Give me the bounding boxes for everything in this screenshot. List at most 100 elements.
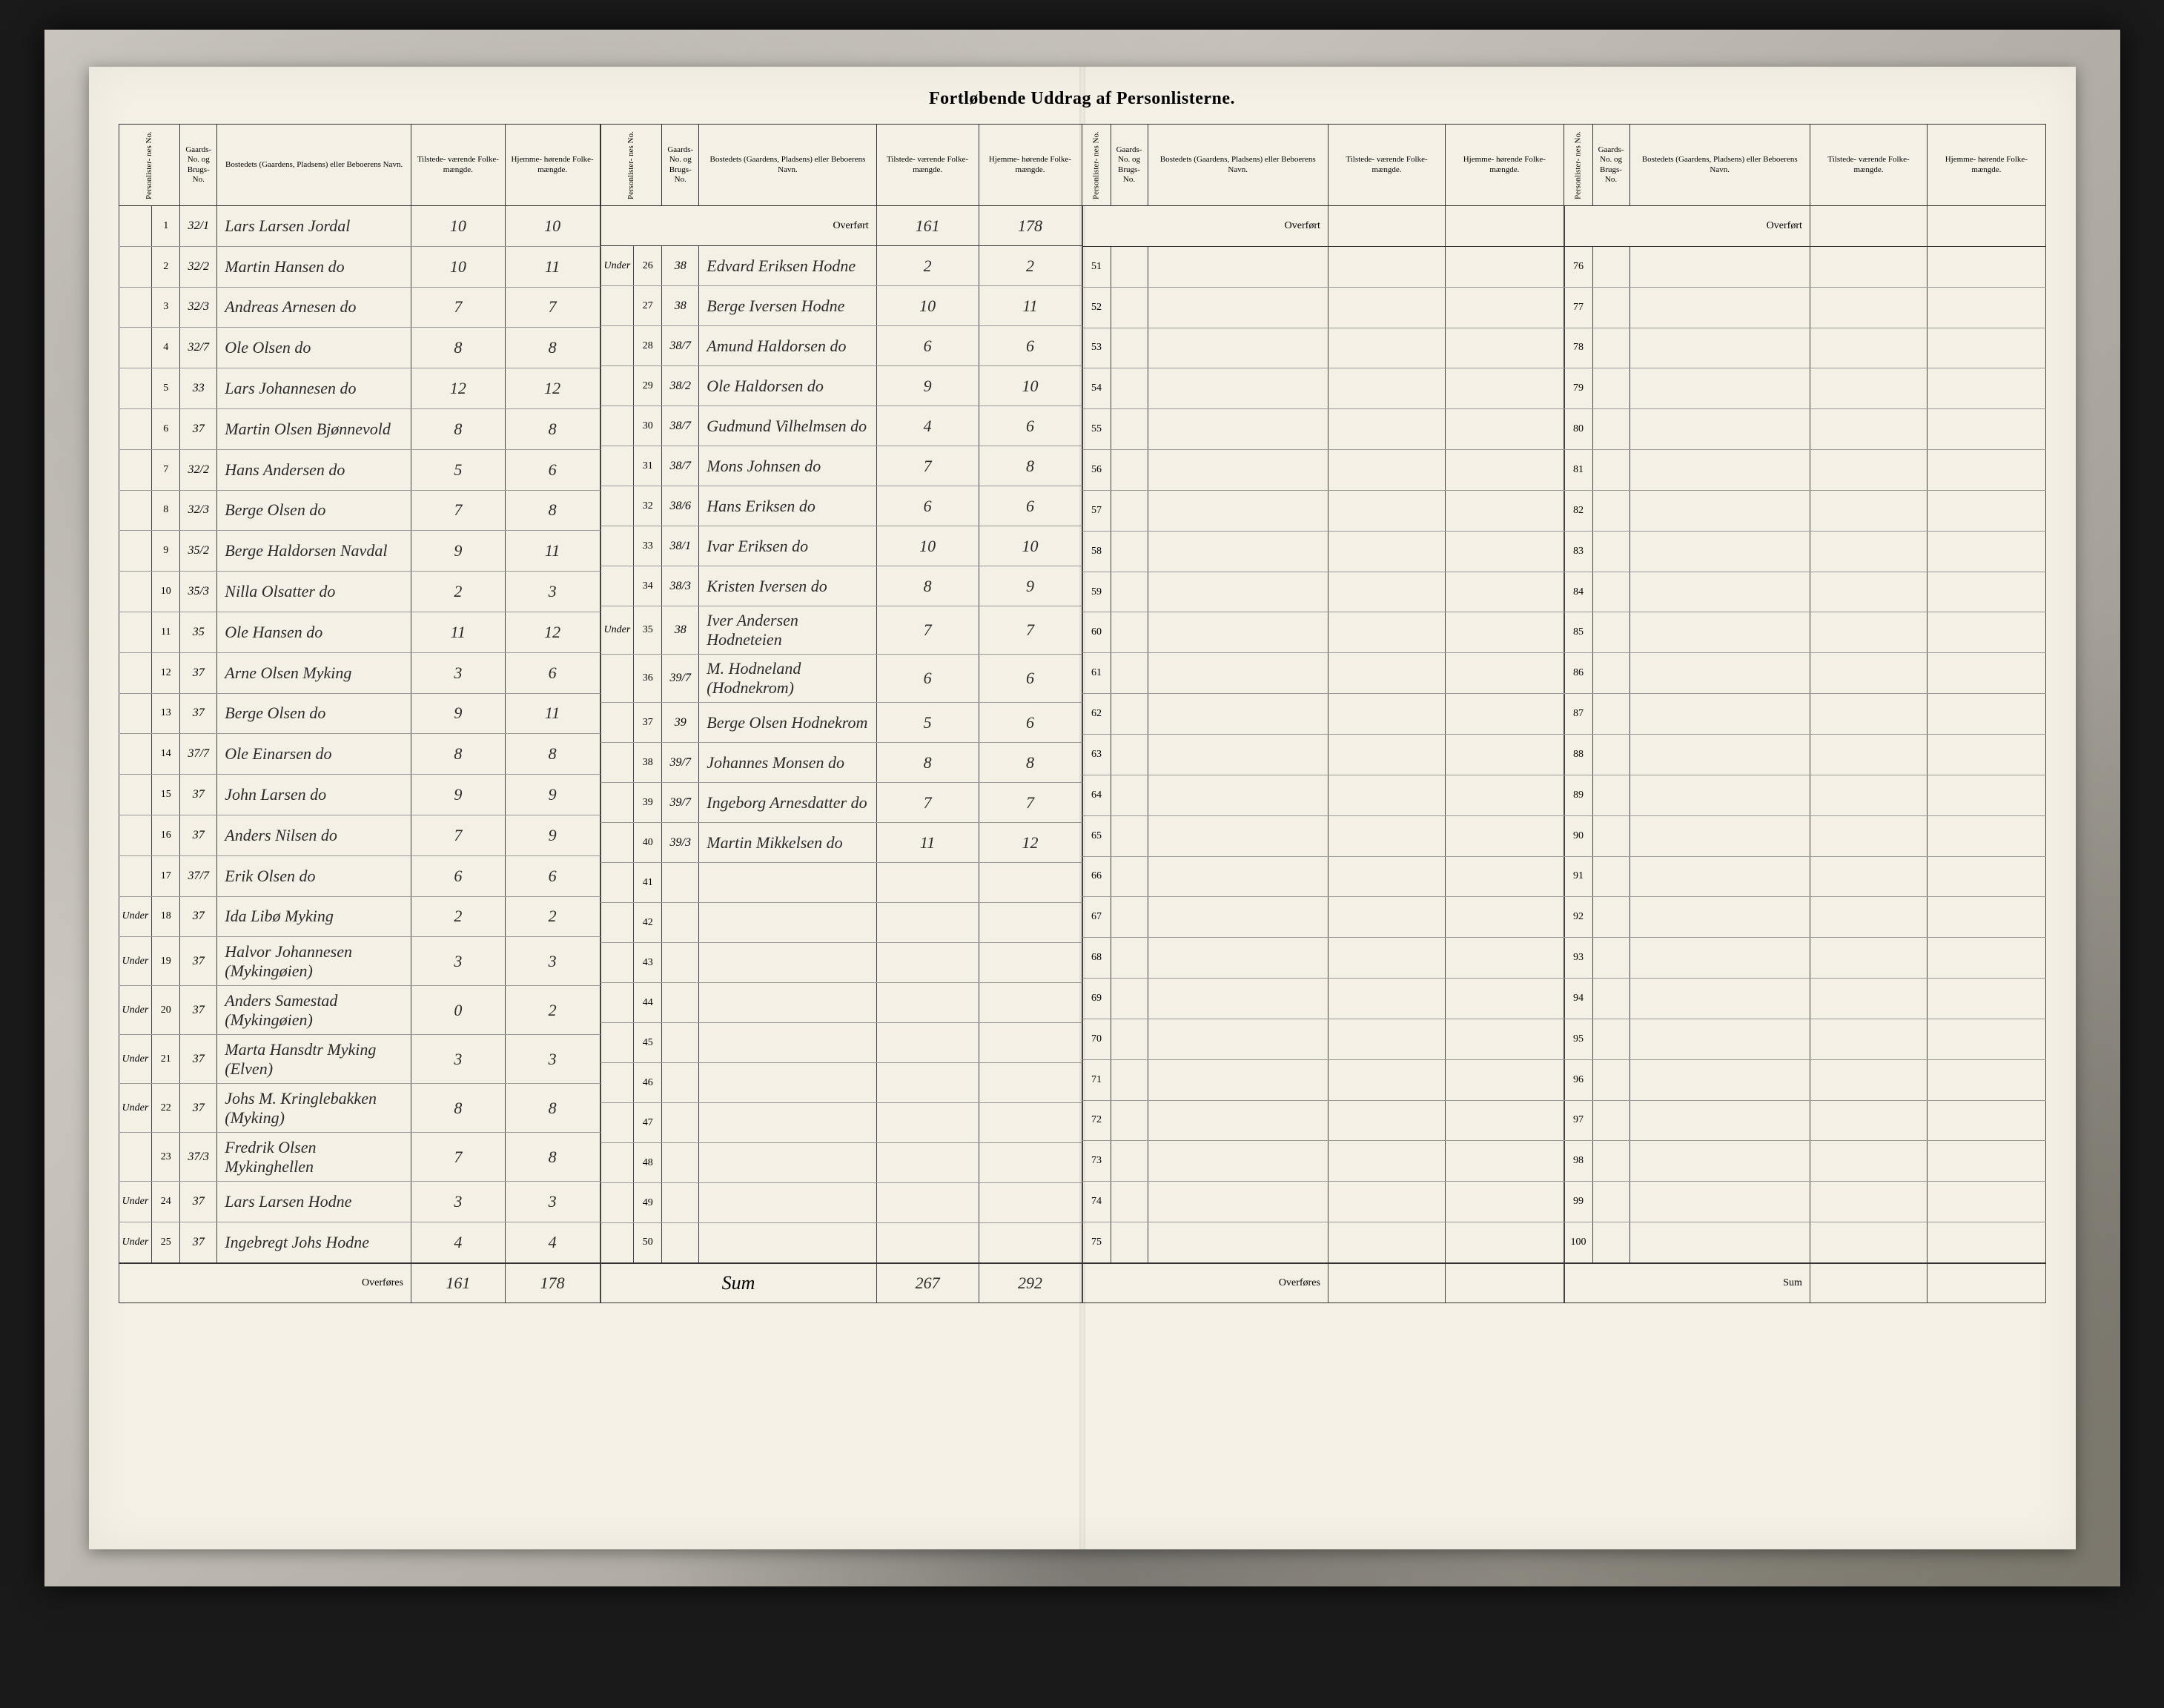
- row-prefix: [119, 775, 152, 815]
- row-name: Marta Hansdtr Myking (Elven): [217, 1035, 411, 1084]
- table-row: 49: [600, 1183, 1082, 1223]
- row-gaard: 35/2: [180, 531, 217, 572]
- table-row: 54: [1082, 368, 1564, 409]
- row-hjemme: [1928, 612, 2045, 653]
- row-number: 74: [1082, 1182, 1111, 1222]
- row-number: 16: [152, 815, 180, 855]
- row-tilstede: 7: [876, 783, 979, 823]
- row-number: 75: [1082, 1222, 1111, 1263]
- row-number: 19: [152, 937, 180, 986]
- row-name: Berge Olsen Hodnekrom: [699, 703, 876, 743]
- row-hjemme: [979, 1063, 1082, 1103]
- row-gaard: 37: [180, 1035, 217, 1084]
- row-gaard: 39/7: [662, 783, 699, 823]
- row-number: 63: [1082, 734, 1111, 775]
- row-number: 90: [1564, 815, 1592, 856]
- row-number: 46: [634, 1063, 662, 1103]
- table-row: 90: [1564, 815, 2045, 856]
- row-prefix: [119, 693, 152, 734]
- row-number: 7: [152, 449, 180, 490]
- row-gaard: [1592, 1222, 1629, 1263]
- row-tilstede: [876, 1143, 979, 1183]
- overfort-hjem-3: [1446, 206, 1564, 247]
- row-gaard: [1111, 1019, 1148, 1059]
- row-prefix: [600, 823, 634, 863]
- row-gaard: [662, 863, 699, 903]
- table-row: Under1837Ida Libø Myking22: [119, 896, 600, 937]
- row-number: 94: [1564, 979, 1592, 1019]
- row-hjemme: [979, 1223, 1082, 1263]
- row-number: 72: [1082, 1100, 1111, 1141]
- row-tilstede: 0: [411, 986, 505, 1035]
- row-hjemme: [979, 903, 1082, 943]
- row-hjemme: 2: [505, 986, 600, 1035]
- table-row: 70: [1082, 1019, 1564, 1059]
- row-number: 97: [1564, 1100, 1592, 1141]
- row-gaard: 37: [180, 1084, 217, 1133]
- row-number: 95: [1564, 1019, 1592, 1059]
- row-tilstede: [1810, 1100, 1927, 1141]
- row-hjemme: 2: [979, 246, 1082, 286]
- row-number: 57: [1082, 490, 1111, 531]
- row-name: Johs M. Kringlebakken (Myking): [217, 1084, 411, 1133]
- row-tilstede: [876, 983, 979, 1023]
- row-hjemme: 8: [505, 734, 600, 775]
- row-hjemme: [1928, 1059, 2045, 1100]
- hdr-hjemme-4: Hjemme- hørende Folke- mængde.: [1928, 125, 2045, 206]
- row-hjemme: 11: [979, 286, 1082, 326]
- row-gaard: 37: [180, 775, 217, 815]
- row-name: [1148, 1059, 1328, 1100]
- row-hjemme: [1446, 775, 1564, 815]
- row-tilstede: [1810, 938, 1927, 979]
- row-number: 73: [1082, 1141, 1111, 1182]
- row-hjemme: 12: [505, 368, 600, 409]
- row-number: 40: [634, 823, 662, 863]
- row-number: 84: [1564, 572, 1592, 612]
- row-tilstede: [876, 1223, 979, 1263]
- row-gaard: 38/2: [662, 366, 699, 406]
- section-1-body: 132/1Lars Larsen Jordal1010232/2Martin H…: [119, 206, 600, 1263]
- row-hjemme: 6: [505, 449, 600, 490]
- row-hjemme: [1928, 775, 2045, 815]
- row-name: [1148, 815, 1328, 856]
- row-prefix: [600, 783, 634, 823]
- row-number: 70: [1082, 1019, 1111, 1059]
- section-1-head: Personlister- nes No. Gaards- No. og Bru…: [119, 125, 600, 206]
- row-prefix: [600, 863, 634, 903]
- table-row: 3939/7Ingeborg Arnesdatter do77: [600, 783, 1082, 823]
- row-number: 71: [1082, 1059, 1111, 1100]
- overfort-hjem: 178: [979, 206, 1082, 246]
- overfort-til-3: [1328, 206, 1445, 247]
- row-gaard: 39/7: [662, 743, 699, 783]
- row-tilstede: 9: [876, 366, 979, 406]
- row-tilstede: [1328, 328, 1445, 368]
- row-name: Martin Hansen do: [217, 246, 411, 287]
- row-name: [1148, 450, 1328, 491]
- row-gaard: [1111, 1182, 1148, 1222]
- row-name: [1629, 328, 1810, 368]
- table-row: 3238/6Hans Eriksen do66: [600, 486, 1082, 526]
- ledger-book: Fortløbende Uddrag af Personlisterne. Pe…: [89, 67, 2076, 1549]
- row-prefix: [119, 287, 152, 328]
- row-hjemme: 10: [979, 526, 1082, 566]
- row-tilstede: 6: [411, 855, 505, 896]
- row-name: Andreas Arnesen do: [217, 287, 411, 328]
- row-number: 56: [1082, 450, 1111, 491]
- row-name: [1629, 1141, 1810, 1182]
- row-name: [1629, 734, 1810, 775]
- row-tilstede: [1328, 815, 1445, 856]
- row-number: 28: [634, 326, 662, 366]
- row-hjemme: [1928, 979, 2045, 1019]
- row-prefix: Under: [119, 1182, 152, 1222]
- row-tilstede: [1328, 1222, 1445, 1263]
- row-hjemme: [1446, 1222, 1564, 1263]
- row-hjemme: 8: [505, 490, 600, 531]
- row-gaard: 38/1: [662, 526, 699, 566]
- overfort-label: Overført: [600, 206, 876, 246]
- overfort-til-4: [1810, 206, 1927, 247]
- sum-label-4: Sum: [1564, 1263, 1810, 1303]
- row-hjemme: [979, 983, 1082, 1023]
- table-row: 3438/3Kristen Iversen do89: [600, 566, 1082, 606]
- table-row: 1637Anders Nilsen do79: [119, 815, 600, 855]
- sec4-footer-hjem: [1928, 1263, 2045, 1303]
